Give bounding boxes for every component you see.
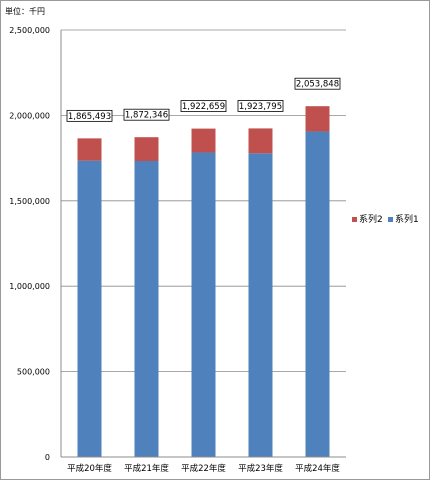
data-label-box	[294, 77, 341, 90]
data-label: 2,053,848	[296, 80, 339, 90]
x-tick-labels: 平成20年度 平成21年度 平成22年度 平成23年度 平成24年度	[67, 463, 340, 474]
axes	[60, 30, 346, 458]
bar-series1	[191, 152, 216, 457]
data-label-box	[180, 100, 227, 113]
bar-series1	[248, 153, 273, 457]
legend-swatch	[352, 217, 357, 222]
bar-series1	[134, 161, 159, 457]
bar-series2	[305, 106, 330, 132]
legend-swatch	[388, 217, 393, 222]
x-tick-label: 平成22年度	[181, 463, 226, 474]
y-tick-label: 2,500,000	[9, 26, 50, 35]
bar-series2	[191, 128, 216, 153]
bar-series2	[248, 128, 273, 154]
data-label: 1,922,659	[182, 102, 225, 112]
y-tick-label: 0	[45, 453, 50, 462]
x-tick-label: 平成20年度	[67, 463, 112, 474]
bar-series2	[134, 137, 159, 162]
data-label: 1,923,795	[239, 102, 282, 112]
legend-label: 系列1	[395, 213, 419, 225]
y-tick-label: 2,000,000	[9, 111, 50, 120]
x-tick-label: 平成24年度	[295, 463, 340, 474]
bar-series2	[77, 138, 102, 161]
data-label: 1,865,493	[68, 112, 111, 122]
total-data-labels: 1,865,493 1,872,346 1,922,659 1,923,795 2,05…	[66, 77, 341, 122]
legend: 系列2 系列1	[352, 213, 419, 225]
bar-series1	[305, 131, 330, 457]
y-tick-label: 1,000,000	[9, 282, 50, 291]
data-label-box	[123, 108, 170, 121]
y-tick-labels: 0 500,000 1,000,000 1,500,000 2,000,000 2,500…	[9, 26, 50, 462]
y-tick-label: 1,500,000	[9, 197, 50, 206]
data-label: 1,872,346	[125, 111, 168, 121]
bar-series1	[77, 160, 102, 458]
data-label-box	[66, 109, 113, 122]
legend-label: 系列2	[359, 213, 383, 225]
data-label-box	[237, 100, 284, 112]
x-tick-label: 平成23年度	[238, 463, 283, 474]
bars	[77, 106, 330, 458]
unit-label: 単位：千円	[5, 6, 45, 16]
y-tick-label: 500,000	[17, 368, 50, 377]
x-tick-label: 平成21年度	[124, 463, 169, 474]
